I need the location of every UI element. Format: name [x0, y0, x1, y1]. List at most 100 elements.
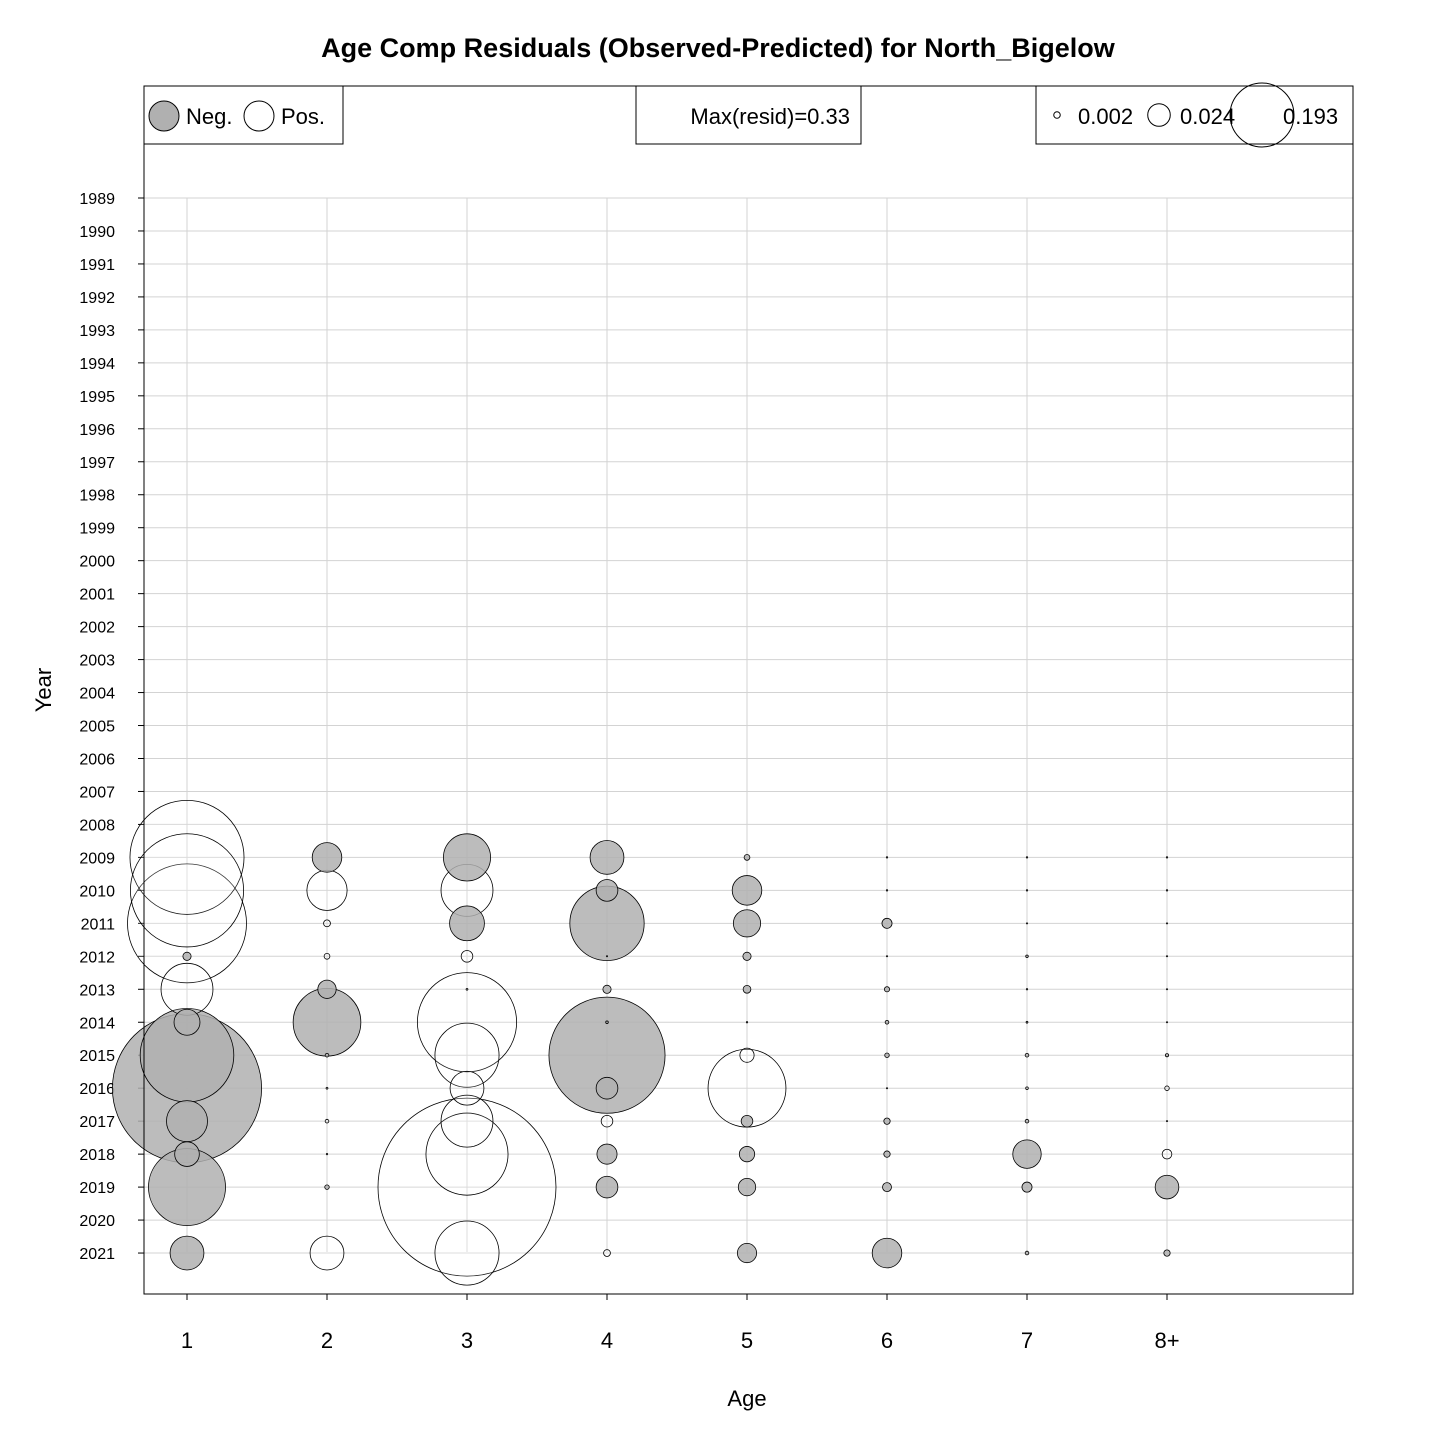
residual-bubble-positive: [309, 1235, 345, 1271]
y-axis-label: Year: [31, 668, 56, 712]
residual-bubble-negative: [1166, 1120, 1169, 1123]
residual-bubble-positive: [603, 1249, 611, 1257]
legend-max-text: Max(resid)=0.33: [690, 104, 850, 129]
residual-bubble-negative: [732, 909, 762, 938]
y-tick-label: 2011: [81, 916, 116, 933]
residual-bubble-negative: [1012, 1139, 1042, 1169]
residual-bubble-negative: [548, 996, 666, 1114]
residual-bubble-negative: [742, 951, 752, 961]
residual-bubble-negative: [1163, 1249, 1171, 1257]
y-tick-label: 1993: [79, 323, 115, 340]
y-tick-label: 2008: [79, 817, 115, 834]
residual-bubble-negative: [885, 856, 889, 859]
residual-bubble-negative: [1166, 988, 1169, 991]
residual-bubble-negative: [884, 1052, 890, 1058]
residual-bubble-positive: [377, 1097, 557, 1277]
residual-bubble-positive: [434, 1220, 500, 1286]
y-tick-label: 2013: [79, 982, 115, 999]
y-tick-label: 1989: [79, 191, 115, 208]
residual-bubble-negative: [1025, 954, 1029, 959]
legend-pos-swatch: [243, 100, 275, 132]
legend-size-label: 0.024: [1180, 104, 1235, 129]
y-tick-label: 2002: [79, 620, 115, 637]
legend-neg-swatch: [148, 100, 180, 132]
y-tick-label: 2010: [79, 883, 115, 900]
residual-bubble-negative: [595, 1076, 619, 1100]
legend-size-label: 0.002: [1078, 104, 1133, 129]
residual-bubble-negative: [885, 889, 889, 892]
y-tick-label: 2017: [79, 1114, 115, 1131]
residual-bubble-negative: [1024, 1118, 1030, 1124]
residual-bubble-positive: [323, 953, 331, 960]
legend-neg-label: Neg.: [186, 104, 232, 129]
y-tick-label: 2005: [79, 719, 115, 736]
residual-bubble-positive: [324, 1118, 330, 1124]
residual-bubble-positive: [460, 950, 474, 963]
residual-bubble-negative: [182, 951, 192, 961]
y-tick-label: 2021: [79, 1246, 115, 1263]
residual-bubble-negative: [1025, 1020, 1029, 1024]
residual-bubble-negative: [886, 955, 889, 958]
residual-bubble-negative: [1165, 856, 1169, 859]
residual-bubble-positive: [606, 955, 609, 958]
x-tick-label: 7: [1021, 1328, 1033, 1353]
residual-bubble-negative: [595, 1175, 619, 1199]
legend-size-circle: [1147, 103, 1171, 127]
y-tick-label: 1999: [79, 521, 115, 538]
residual-bubble-negative: [605, 1020, 609, 1024]
legend-size-box: [1035, 85, 1354, 145]
residual-bubble-positive: [129, 799, 245, 915]
residual-bubble-negative: [1166, 922, 1169, 925]
y-tick-label: 1991: [79, 257, 115, 274]
residual-bubble-positive: [745, 1021, 749, 1024]
residual-bubble-negative: [736, 1243, 758, 1264]
residual-bubble-negative: [324, 1184, 330, 1190]
residual-bubble-negative: [1165, 889, 1169, 892]
residual-bubble-positive: [600, 1114, 614, 1128]
residual-bubble-negative: [742, 984, 752, 994]
y-tick-label: 1996: [79, 422, 115, 439]
y-tick-label: 2000: [79, 554, 115, 571]
residual-bubble-negative: [596, 1143, 618, 1165]
residual-bubble-negative: [1026, 922, 1029, 925]
y-tick-label: 2003: [79, 653, 115, 670]
legend-size-circle: [1229, 82, 1295, 148]
legend-pos-label: Pos.: [281, 104, 325, 129]
residual-bubble-negative: [882, 1182, 892, 1192]
y-tick-label: 1990: [79, 224, 115, 241]
residual-bubble-positive: [160, 962, 214, 1016]
residual-bubble-negative: [1024, 1250, 1030, 1256]
residual-bubble-negative: [884, 1020, 890, 1025]
residual-bubble-negative: [886, 1087, 889, 1090]
residual-bubble-negative: [324, 1052, 330, 1058]
x-tick-label: 6: [881, 1328, 893, 1353]
residual-bubble-negative: [871, 1237, 903, 1269]
residual-bubble-positive: [1025, 1086, 1029, 1090]
y-tick-label: 1995: [79, 389, 115, 406]
residual-bubble-negative: [738, 1146, 756, 1163]
residual-bubble-positive: [325, 1086, 329, 1090]
y-tick-label: 2015: [79, 1048, 115, 1065]
residual-bubble-negative: [1025, 988, 1029, 991]
residual-bubble-positive: [1164, 1085, 1170, 1091]
residual-bubble-negative: [731, 875, 763, 906]
residual-bubble-positive: [465, 987, 469, 991]
residual-bubble-negative: [883, 1150, 891, 1158]
y-tick-label: 2006: [79, 751, 115, 768]
residual-bubble-positive: [434, 1022, 500, 1088]
legend-size-label: 0.193: [1283, 104, 1338, 129]
y-tick-label: 2020: [79, 1213, 115, 1230]
residual-bubble-negative: [1166, 1021, 1169, 1024]
y-tick-label: 2019: [79, 1180, 115, 1197]
y-tick-label: 2016: [79, 1081, 115, 1098]
residual-bubble-positive: [306, 869, 348, 911]
residual-bubble-positive: [739, 1047, 755, 1063]
y-tick-label: 2012: [79, 949, 115, 966]
residual-bubble-negative: [1025, 856, 1029, 859]
residual-bubble-positive: [1161, 1148, 1173, 1160]
residual-bubble-negative: [743, 854, 751, 861]
residual-bubble-negative: [883, 1117, 891, 1125]
legend-max-box: [635, 85, 862, 145]
residual-bubble-positive: [440, 1094, 494, 1148]
y-tick-label: 2004: [79, 686, 115, 703]
